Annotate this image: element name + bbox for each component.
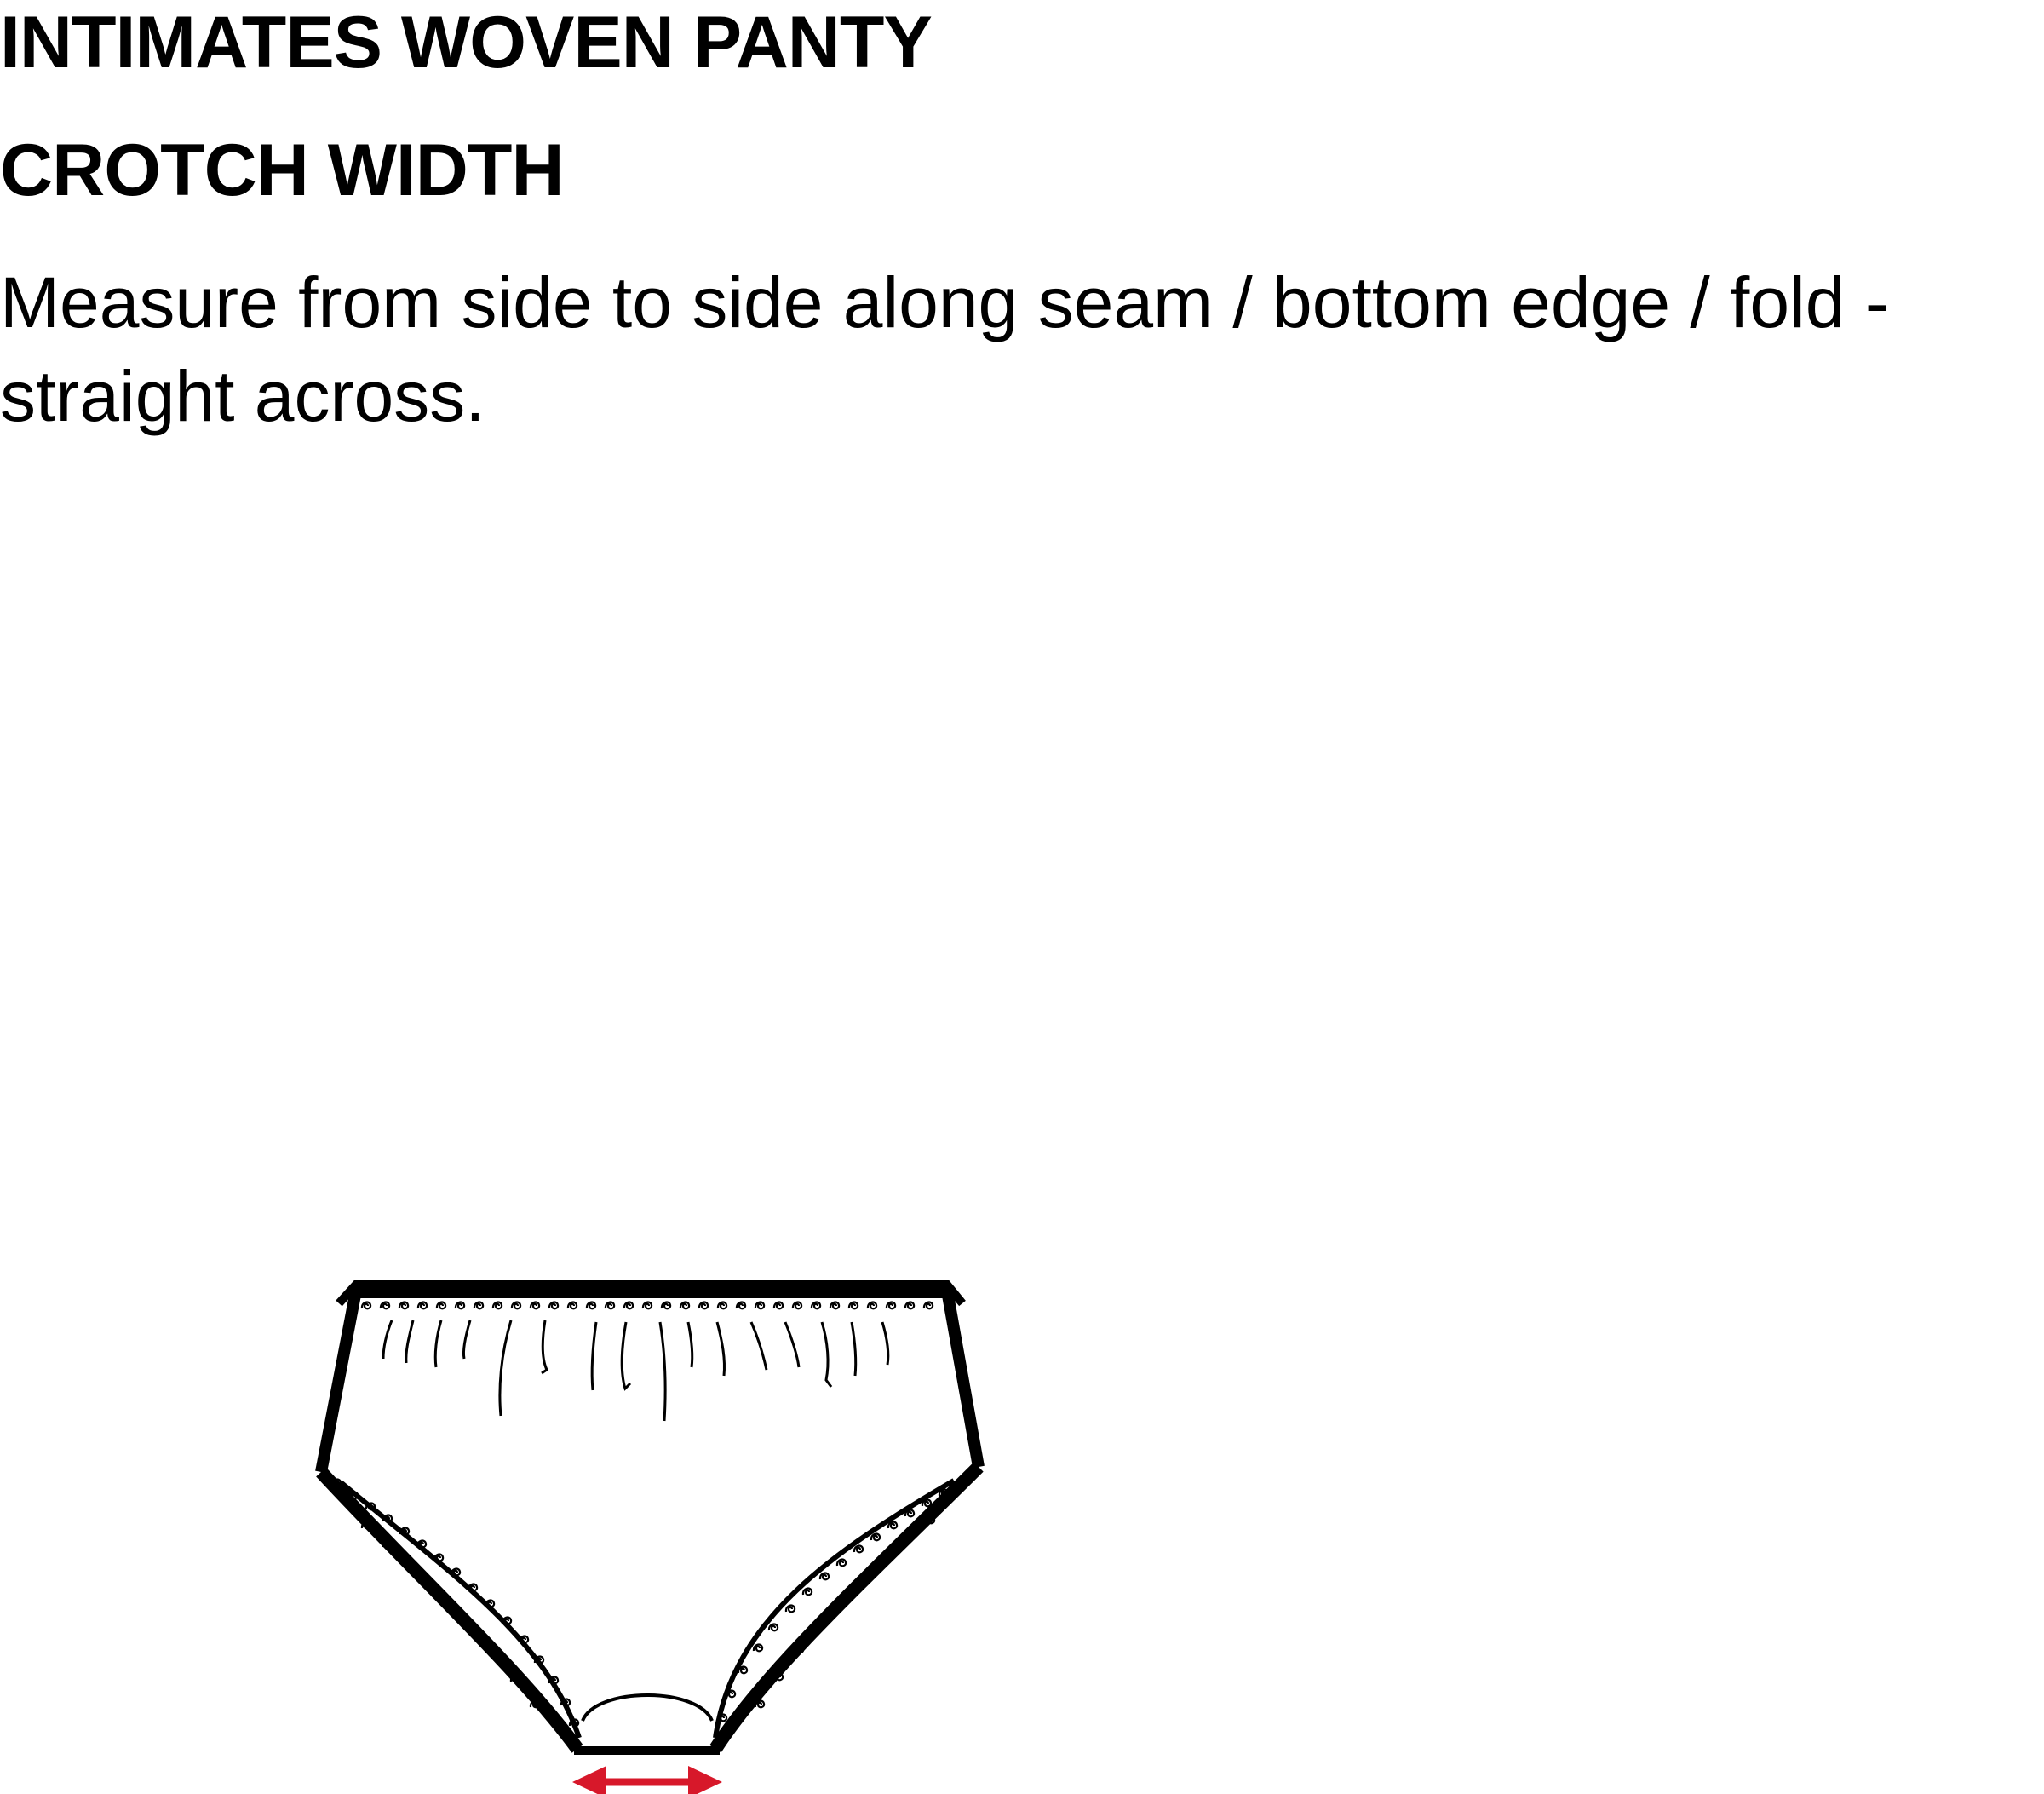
crotch-width-arrow-icon <box>572 1766 722 1794</box>
panty-outline-icon <box>315 1280 985 1755</box>
waistband-trim <box>360 1301 934 1310</box>
left-leg-trim <box>330 1478 580 1728</box>
measurement-name: CROTCH WIDTH <box>0 129 565 211</box>
page-title: INTIMATES WOVEN PANTY <box>0 2 933 83</box>
right-leg-trim <box>716 1478 967 1722</box>
measurement-instructions: Measure from side to side along seam / b… <box>0 262 1889 436</box>
gathering-lines <box>382 1320 890 1422</box>
